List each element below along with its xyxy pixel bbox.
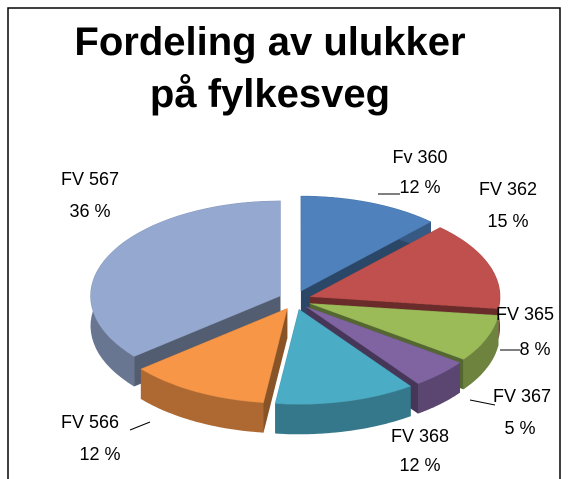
slice-top bbox=[309, 303, 499, 360]
slice bbox=[274, 308, 412, 435]
chart-border bbox=[7, 7, 561, 479]
slice-wall bbox=[418, 362, 460, 414]
slice-top bbox=[309, 227, 501, 309]
data-label-value: 5 % bbox=[504, 418, 535, 438]
leader-line bbox=[129, 421, 151, 431]
slice-top bbox=[300, 195, 432, 292]
data-label-category: Fv 360 bbox=[392, 147, 447, 167]
data-label-value: 12 % bbox=[79, 444, 120, 464]
slice-wall bbox=[140, 369, 264, 433]
slice-wall bbox=[275, 386, 411, 435]
data-label-value: 15 % bbox=[487, 211, 528, 231]
chart-title: Fordeling av ulukker på fylkesveg bbox=[74, 20, 466, 116]
data-label-category: FV 567 bbox=[61, 169, 119, 189]
data-label-category: FV 365 bbox=[496, 304, 554, 324]
slice-top bbox=[274, 308, 412, 405]
slice-top bbox=[90, 200, 281, 357]
data-label-category: FV 367 bbox=[493, 386, 551, 406]
data-label-value: 36 % bbox=[69, 201, 110, 221]
slice bbox=[140, 307, 288, 433]
data-label-category: FV 368 bbox=[391, 426, 449, 446]
slice-wall bbox=[463, 315, 499, 390]
data-label-value: 12 % bbox=[399, 177, 440, 197]
slice-top bbox=[306, 306, 461, 384]
data-label-value: 12 % bbox=[399, 455, 440, 475]
slice-top bbox=[140, 307, 288, 403]
data-label-category: FV 566 bbox=[61, 412, 119, 432]
data-label-value: 8 % bbox=[519, 339, 550, 359]
data-label-category: FV 362 bbox=[479, 179, 537, 199]
leader-line bbox=[469, 399, 496, 406]
